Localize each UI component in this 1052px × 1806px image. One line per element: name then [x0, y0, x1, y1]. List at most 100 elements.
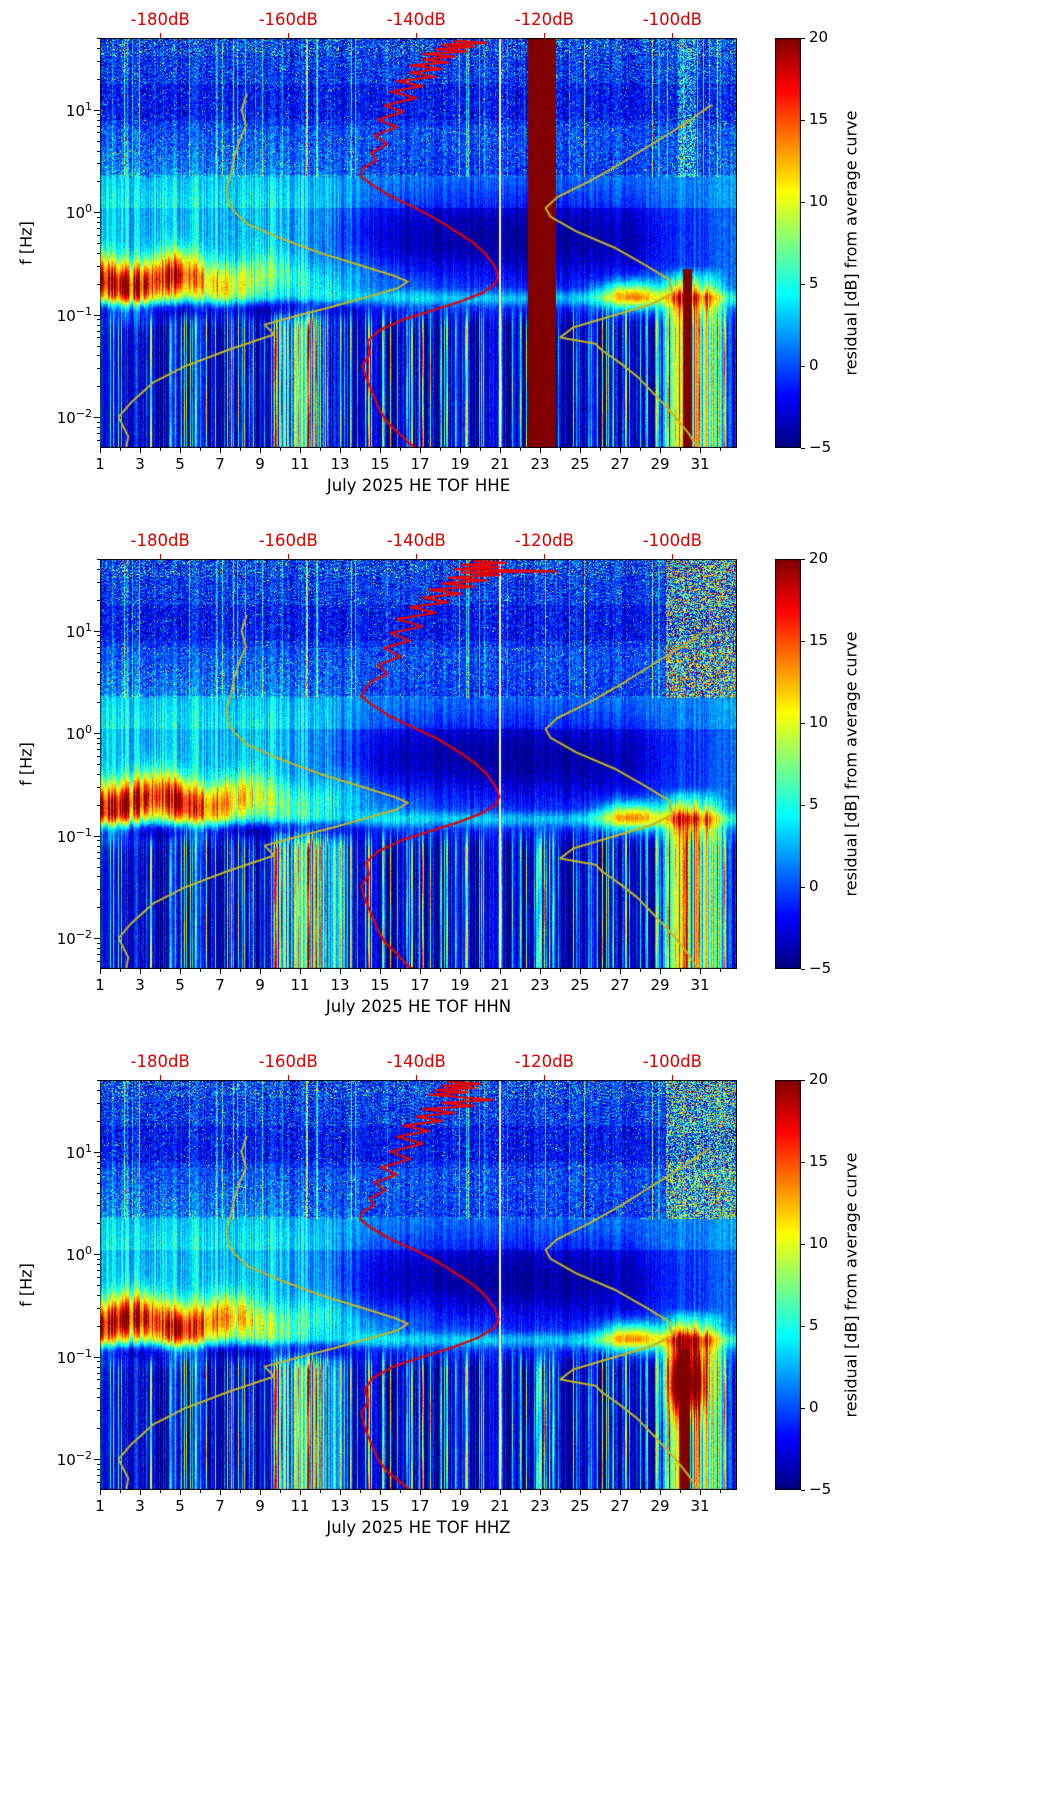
x-tick: [260, 448, 261, 453]
top-axis-tick: [160, 554, 162, 559]
x-tick: [540, 448, 541, 453]
x-tick: [140, 448, 141, 453]
colorbar-tick: [801, 1162, 805, 1163]
x-tick-label: 13: [330, 455, 350, 473]
y-minor-tick: [97, 635, 100, 637]
x-minor-tick: [520, 448, 521, 451]
colorbar-tick-label: 20: [809, 1070, 829, 1088]
y-tick: [94, 835, 100, 837]
x-minor-tick: [440, 969, 441, 972]
top-axis-label: -120dB: [514, 10, 574, 29]
x-tick: [100, 969, 101, 974]
x-minor-tick: [160, 969, 161, 972]
y-minor-tick: [97, 140, 100, 142]
y-minor-tick: [97, 243, 100, 245]
y-minor-tick: [97, 252, 100, 254]
colorbar-tick: [801, 887, 805, 888]
colorbar-canvas: [775, 38, 801, 448]
x-tick-label: 9: [255, 455, 265, 473]
x-tick: [180, 448, 181, 453]
x-minor-tick: [640, 969, 641, 972]
y-tick: [94, 417, 100, 419]
top-axis-tick: [672, 33, 674, 38]
top-axis-label: -160dB: [258, 531, 318, 550]
y-minor-tick: [97, 1192, 100, 1194]
colorbar-tick: [801, 805, 805, 806]
x-minor-tick: [120, 1490, 121, 1493]
colorbar-tick-label: 15: [809, 110, 829, 128]
colorbar-tick-label: 0: [809, 877, 819, 895]
y-minor-tick: [97, 60, 100, 62]
y-tick: [94, 314, 100, 316]
y-minor-tick: [97, 646, 100, 648]
y-minor-tick: [97, 1161, 100, 1163]
colorbar-tick-label: 15: [809, 1152, 829, 1170]
y-tick: [94, 1151, 100, 1153]
plot-canvas-hhe: [100, 38, 737, 448]
x-minor-tick: [480, 448, 481, 451]
x-minor-tick: [520, 1490, 521, 1493]
top-axis-label: -140dB: [386, 1052, 446, 1071]
y-minor-tick: [97, 737, 100, 739]
x-tick-label: 7: [215, 976, 225, 994]
x-tick: [660, 1490, 661, 1495]
y-minor-tick: [97, 876, 100, 878]
y-axis-title: f [Hz]: [16, 1263, 36, 1307]
y-tick-label: 100: [65, 1244, 92, 1265]
x-tick: [300, 1490, 301, 1495]
y-minor-tick: [97, 421, 100, 423]
x-tick: [300, 969, 301, 974]
y-minor-tick: [97, 559, 100, 561]
y-tick-label: 100: [65, 202, 92, 223]
x-minor-tick: [400, 448, 401, 451]
plot-canvas-hhn: [100, 559, 737, 969]
y-minor-tick: [97, 78, 100, 80]
x-tick: [260, 969, 261, 974]
colorbar-tick: [801, 723, 805, 724]
top-axis-tick: [544, 1075, 546, 1080]
top-axis-label: -100dB: [642, 1052, 702, 1071]
y-minor-tick: [97, 840, 100, 842]
y-minor-tick: [97, 1120, 100, 1122]
x-tick: [340, 448, 341, 453]
y-minor-tick: [97, 764, 100, 766]
x-tick: [140, 1490, 141, 1495]
x-tick: [460, 969, 461, 974]
x-tick: [540, 1490, 541, 1495]
colorbar-tick: [801, 1080, 805, 1081]
top-axis-label: -180dB: [130, 10, 190, 29]
x-tick-label: 1: [95, 455, 105, 473]
y-axis-title: f [Hz]: [16, 221, 36, 265]
x-tick: [220, 1490, 221, 1495]
x-minor-tick: [200, 1490, 201, 1493]
colorbar-tick: [801, 448, 805, 449]
x-tick: [100, 448, 101, 453]
y-minor-tick: [97, 1182, 100, 1184]
top-axis-label: -180dB: [130, 531, 190, 550]
y-minor-tick: [97, 119, 100, 121]
x-tick: [420, 448, 421, 453]
y-minor-tick: [97, 1325, 100, 1327]
y-tick: [94, 733, 100, 735]
x-tick-label: 17: [410, 455, 430, 473]
x-minor-tick: [600, 1490, 601, 1493]
x-minor-tick: [440, 448, 441, 451]
colorbar-tick-label: 20: [809, 28, 829, 46]
x-tick: [580, 1490, 581, 1495]
x-tick-label: 23: [530, 976, 550, 994]
top-axis-tick: [288, 33, 290, 38]
colorbar-tick-label: 15: [809, 631, 829, 649]
y-minor-tick: [97, 439, 100, 441]
colorbar-title: residual [dB] from average curve: [841, 110, 861, 376]
colorbar-tick: [801, 202, 805, 203]
y-minor-tick: [97, 1379, 100, 1381]
x-tick-label: 13: [330, 976, 350, 994]
x-minor-tick: [640, 1490, 641, 1493]
x-tick-label: 3: [135, 976, 145, 994]
x-tick-label: 11: [290, 1497, 310, 1515]
y-minor-tick: [97, 181, 100, 183]
x-tick-label: 3: [135, 455, 145, 473]
y-minor-tick: [97, 671, 100, 673]
x-minor-tick: [240, 969, 241, 972]
colorbar-tick-label: −5: [809, 1480, 832, 1498]
